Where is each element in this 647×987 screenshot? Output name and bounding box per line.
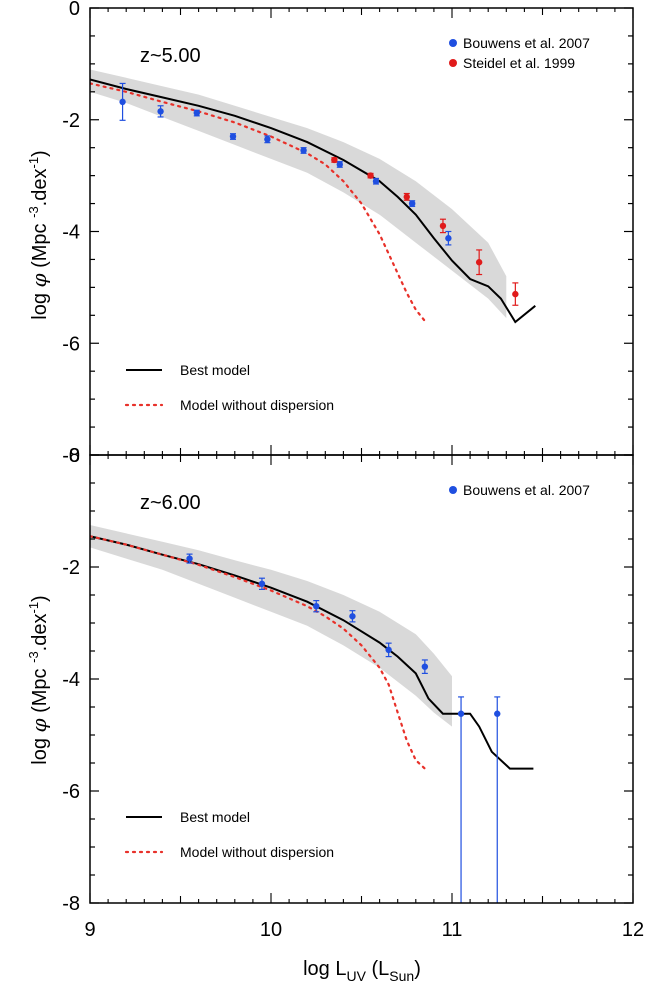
y-tick-label: -4	[62, 669, 80, 691]
point-bouwens-et-al-2007	[313, 603, 320, 610]
plot-frame	[89, 7, 634, 456]
dispersion-band	[90, 525, 452, 727]
x-tick-label: 11	[442, 919, 463, 941]
panel-z6: -8 -6 -4 -2 0 9 10 11 12 z~6.00 Bouwens et al. 200…	[62, 445, 644, 941]
point-steidel-et-al-1999	[331, 156, 338, 164]
point-bouwens-et-al-2007	[385, 646, 392, 654]
line-best-model	[90, 78, 536, 324]
y-tick-label: -8	[62, 893, 80, 915]
point-steidel-et-al-1999	[512, 290, 519, 298]
point-bouwens-et-al-2007	[193, 109, 200, 117]
point-bouwens-et-al-2007	[119, 98, 126, 106]
legend-marker	[449, 39, 457, 47]
point-steidel-et-al-1999	[403, 193, 410, 201]
point-steidel-et-al-1999	[475, 259, 483, 266]
point-bouwens-et-al-2007	[494, 710, 501, 717]
panel-redshift-label: z~5.00	[140, 45, 201, 67]
y-tick-label: -6	[62, 333, 80, 355]
x-axis-title: log LUV (LSun)	[303, 958, 421, 984]
panel-z5: -8 -6 -4 -2 0 z~5.00 Bouwens et al. 2007 Steide…	[62, 0, 634, 467]
dispersion-band	[90, 69, 507, 319]
point-bouwens-et-al-2007	[457, 710, 465, 717]
point-bouwens-et-al-2007	[186, 555, 193, 562]
point-bouwens-et-al-2007	[157, 108, 164, 115]
point-bouwens-et-al-2007	[349, 613, 356, 620]
plot-area	[90, 525, 534, 903]
point-steidel-et-al-1999	[367, 172, 374, 179]
legend-marker	[449, 486, 457, 494]
y-tick-label: 0	[69, 0, 80, 20]
point-bouwens-et-al-2007	[229, 133, 237, 140]
legend-marker	[449, 59, 457, 67]
line-best-model	[90, 535, 534, 770]
point-bouwens-et-al-2007	[372, 178, 380, 185]
y-tick-label: -2	[62, 110, 80, 132]
plot-area	[90, 69, 536, 324]
point-bouwens-et-al-2007	[336, 161, 343, 168]
point-steidel-et-al-1999	[439, 222, 447, 230]
legend-label: Model without dispersion	[180, 397, 334, 413]
y-axis-title-bottom: log φ (Mpc -3.dex-1)	[26, 595, 51, 764]
point-bouwens-et-al-2007	[258, 580, 266, 587]
point-bouwens-et-al-2007	[264, 136, 271, 143]
x-tick-label: 12	[622, 919, 644, 941]
x-tick-label: 9	[84, 919, 95, 941]
line-model-without-dispersion	[90, 82, 426, 322]
point-bouwens-et-al-2007	[445, 235, 452, 242]
y-tick-label: -4	[62, 222, 80, 244]
point-bouwens-et-al-2007	[421, 663, 429, 670]
x-tick-label: 10	[260, 919, 282, 941]
panel-redshift-label: z~6.00	[140, 492, 201, 514]
y-tick-label: -6	[62, 781, 80, 803]
plot-frame	[89, 454, 634, 904]
point-bouwens-et-al-2007	[408, 200, 416, 207]
legend-label: Bouwens et al. 2007	[463, 482, 590, 498]
legend-label: Best model	[180, 362, 250, 378]
legend-label: Steidel et al. 1999	[463, 55, 575, 71]
y-axis-title-top: log φ (Mpc -3.dex-1)	[26, 150, 51, 319]
y-tick-label: -2	[62, 557, 80, 579]
point-bouwens-et-al-2007	[300, 147, 307, 154]
y-tick-label: -8	[62, 445, 80, 467]
legend-label: Model without dispersion	[180, 844, 334, 860]
line-model-without-dispersion	[90, 535, 426, 770]
y-tick-label: 0	[69, 445, 80, 467]
legend-label: Best model	[180, 809, 250, 825]
legend-label: Bouwens et al. 2007	[463, 35, 590, 51]
